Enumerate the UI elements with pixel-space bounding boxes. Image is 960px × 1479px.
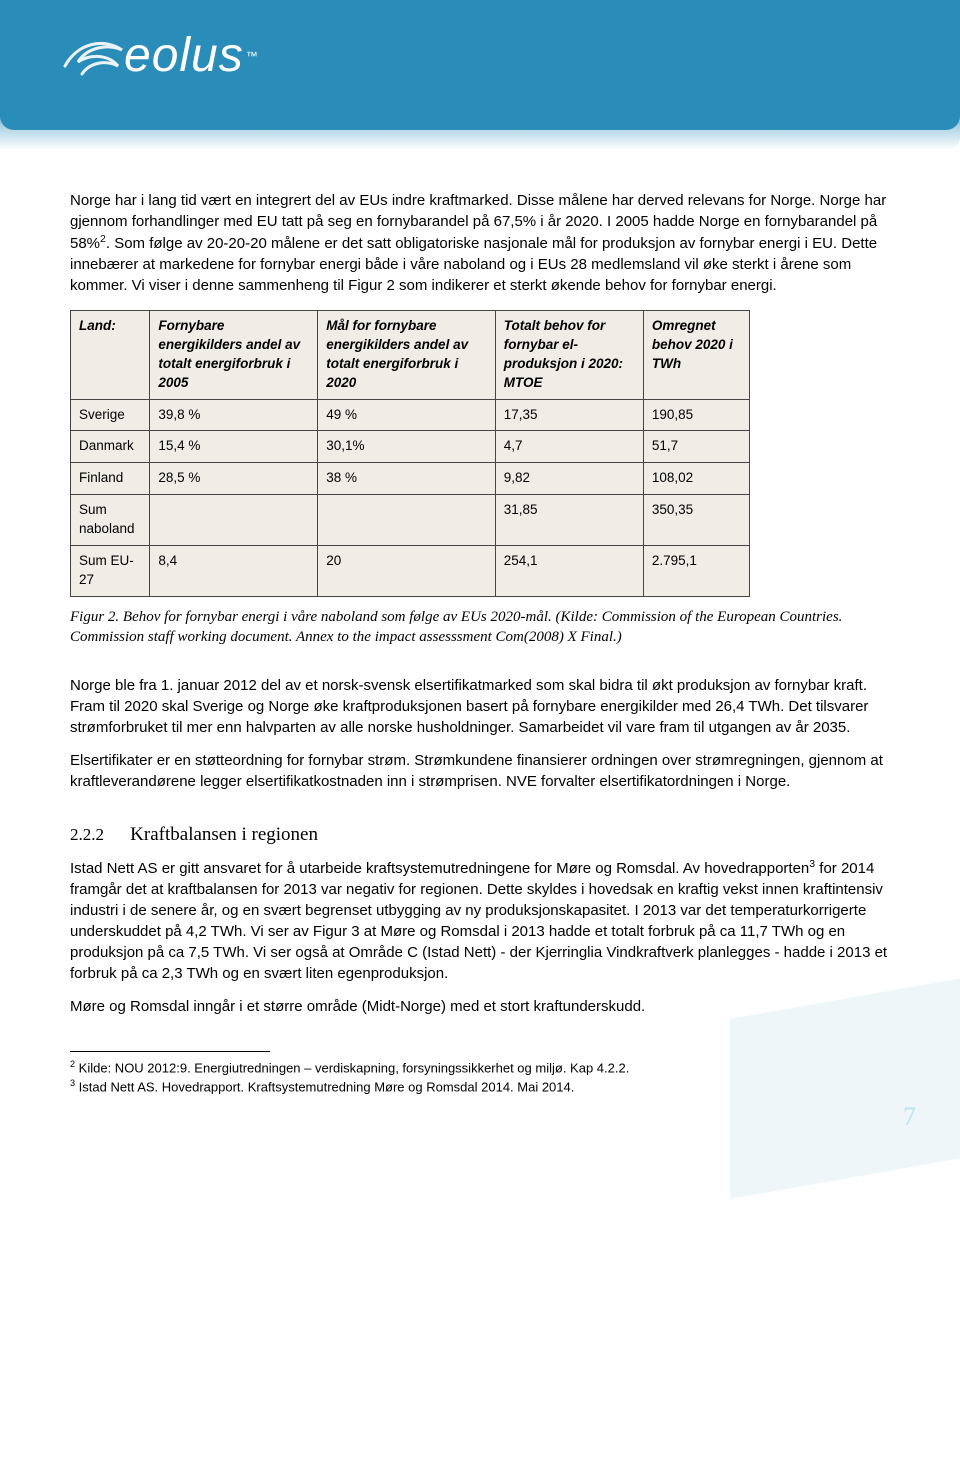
section-heading: 2.2.2 Kraftbalansen i regionen xyxy=(70,822,890,849)
logo-swirl-icon xyxy=(60,32,128,80)
cell: 254,1 xyxy=(495,546,643,597)
logo: eolus ™ xyxy=(60,28,258,83)
table-figure-2: Land: Fornybare energikilders andel av t… xyxy=(70,310,890,597)
page-content: Norge har i lang tid vært en integrert d… xyxy=(0,150,960,1156)
cell: 20 xyxy=(318,546,495,597)
paragraph-elsertifikat-2: Elsertifikater er en støtteordning for f… xyxy=(70,750,890,792)
logo-text: eolus xyxy=(124,28,244,83)
cell: Sverige xyxy=(71,399,150,431)
figure-caption: Figur 2. Behov for fornybar energi i vår… xyxy=(70,607,890,648)
p4-before: Istad Nett AS er gitt ansvaret for å uta… xyxy=(70,860,809,877)
cell: 31,85 xyxy=(495,495,643,546)
footnote-2: 2 Kilde: NOU 2012:9. Energiutredningen –… xyxy=(70,1058,890,1077)
cell: Sum naboland xyxy=(71,495,150,546)
energy-table: Land: Fornybare energikilders andel av t… xyxy=(70,310,750,597)
footnote-text-2: Kilde: NOU 2012:9. Energiutredningen – v… xyxy=(75,1060,629,1075)
header-banner: eolus ™ xyxy=(0,0,960,150)
paragraph-elsertifikat-1: Norge ble fra 1. januar 2012 del av et n… xyxy=(70,675,890,738)
page-number: 7 xyxy=(903,1102,916,1132)
p4-after: for 2014 framgår det at kraftbalansen fo… xyxy=(70,860,887,982)
table-row: Sum naboland 31,85 350,35 xyxy=(71,495,750,546)
cell xyxy=(318,495,495,546)
cell: 39,8 % xyxy=(150,399,318,431)
cell: 2.795,1 xyxy=(643,546,749,597)
footnote-3: 3 Istad Nett AS. Hovedrapport. Kraftsyst… xyxy=(70,1077,890,1096)
footnote-text-3: Istad Nett AS. Hovedrapport. Kraftsystem… xyxy=(75,1079,574,1094)
cell: 38 % xyxy=(318,463,495,495)
cell xyxy=(150,495,318,546)
footnote-separator xyxy=(70,1051,270,1052)
cell: 9,82 xyxy=(495,463,643,495)
paragraph-midtnorge: Møre og Romsdal inngår i et større områd… xyxy=(70,996,890,1017)
section-title: Kraftbalansen i regionen xyxy=(130,824,318,845)
cell: 350,35 xyxy=(643,495,749,546)
cell: 190,85 xyxy=(643,399,749,431)
cell: 108,02 xyxy=(643,463,749,495)
th-twh: Omregnet behov 2020 i TWh xyxy=(643,311,749,400)
th-land: Land: xyxy=(71,311,150,400)
section-number: 2.2.2 xyxy=(70,825,104,844)
cell: 51,7 xyxy=(643,431,749,463)
cell: 30,1% xyxy=(318,431,495,463)
cell: 17,35 xyxy=(495,399,643,431)
cell: Sum EU-27 xyxy=(71,546,150,597)
logo-trademark: ™ xyxy=(246,49,258,63)
cell: Finland xyxy=(71,463,150,495)
paragraph-kraftbalanse: Istad Nett AS er gitt ansvaret for å uta… xyxy=(70,857,890,984)
table-row: Sverige 39,8 % 49 % 17,35 190,85 xyxy=(71,399,750,431)
cell: 28,5 % xyxy=(150,463,318,495)
cell: 49 % xyxy=(318,399,495,431)
table-row: Finland 28,5 % 38 % 9,82 108,02 xyxy=(71,463,750,495)
cell: Danmark xyxy=(71,431,150,463)
table-row: Danmark 15,4 % 30,1% 4,7 51,7 xyxy=(71,431,750,463)
th-2020-goal: Mål for fornybare energikilders andel av… xyxy=(318,311,495,400)
th-mtoe: Totalt behov for fornybar el-produksjon … xyxy=(495,311,643,400)
intro-paragraph: Norge har i lang tid vært en integrert d… xyxy=(70,190,890,296)
cell: 8,4 xyxy=(150,546,318,597)
intro-text-1b: . Som følge av 20-20-20 målene er det sa… xyxy=(70,235,877,294)
table-row: Sum EU-27 8,4 20 254,1 2.795,1 xyxy=(71,546,750,597)
th-2005: Fornybare energikilders andel av totalt … xyxy=(150,311,318,400)
cell: 4,7 xyxy=(495,431,643,463)
cell: 15,4 % xyxy=(150,431,318,463)
table-header-row: Land: Fornybare energikilders andel av t… xyxy=(71,311,750,400)
